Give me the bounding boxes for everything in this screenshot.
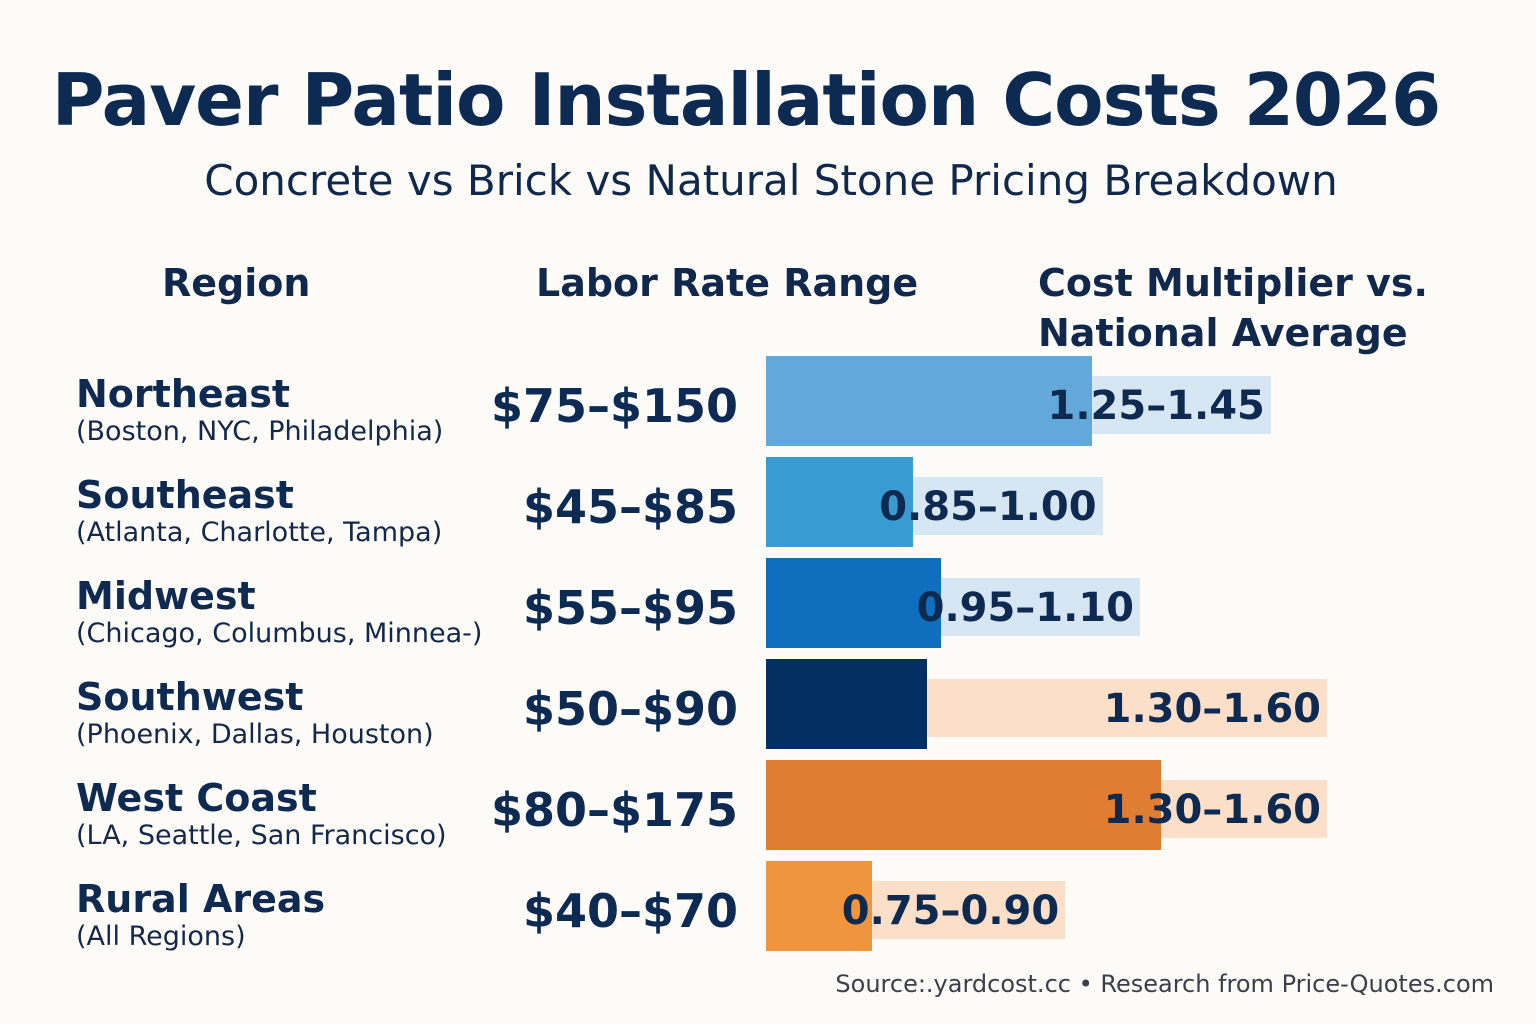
table-row: Northeast (Boston, NYC, Philadelphia) $75–… [0,356,1536,456]
multiplier-label: 0.75–0.90 [841,888,1060,934]
table-row: Rural Areas (All Regions) $40–$70 0.75–0.90 [0,861,1536,961]
region-cities: (Boston, NYC, Philadelphia) [76,416,444,447]
region-name: Southwest [76,675,304,719]
labor-rate-label: $55–$95 [522,581,738,635]
source-note: Source:.yardcost.cc • Research from Pric… [835,970,1494,998]
chart-subtitle: Concrete vs Brick vs Natural Stone Prici… [204,156,1338,205]
labor-rate-label: $80–$175 [490,783,738,837]
chart-title: Paver Patio Installation Costs 2026 [51,58,1441,142]
labor-rate-label: $45–$85 [522,480,738,534]
region-name: Midwest [76,574,256,618]
multiplier-label: 1.30–1.60 [1103,787,1321,833]
table-row: Southwest (Phoenix, Dallas, Houston) $50–$… [0,659,1536,759]
region-cities: (Chicago, Columbus, Minnea-) [76,618,483,649]
table-row: West Coast (LA, Seattle, San Francisco) $8… [0,760,1536,860]
labor-rate-bar [766,861,873,951]
region-cities: (Phoenix, Dallas, Houston) [76,719,434,750]
labor-rate-bar [766,356,1093,446]
column-header-labor-rate: Labor Rate Range [536,261,919,305]
region-name: Southeast [76,473,294,517]
labor-rate-label: $75–$150 [490,379,738,433]
labor-rate-bar [766,659,928,749]
labor-rate-bar [766,760,1161,850]
multiplier-label: 0.95–1.10 [916,585,1134,631]
multiplier-label: 1.30–1.60 [1103,686,1321,732]
region-cities: (LA, Seattle, San Francisco) [76,820,447,851]
region-cities: (Atlanta, Charlotte, Tampa) [76,517,443,548]
labor-rate-bar [766,457,914,547]
column-header-cost-multiplier: Cost Multiplier vs. National Average [1038,258,1428,358]
table-row: Southeast (Atlanta, Charlotte, Tampa) $45–… [0,457,1536,557]
labor-rate-label: $40–$70 [522,884,738,938]
region-name: Northeast [76,372,291,416]
region-name: Rural Areas [76,877,326,921]
multiplier-label: 0.85–1.00 [879,484,1097,530]
region-name: West Coast [76,776,317,820]
table-row: Midwest (Chicago, Columbus, Minnea-) $55–$… [0,558,1536,658]
column-header-region: Region [162,261,311,305]
labor-rate-bar [766,558,941,648]
column-header-cost-multiplier-line2: National Average [1038,311,1408,355]
labor-rate-label: $50–$90 [522,682,738,736]
multiplier-label: 1.25–1.45 [1047,383,1265,429]
column-header-cost-multiplier-line1: Cost Multiplier vs. [1038,261,1428,305]
region-cities: (All Regions) [76,921,246,952]
